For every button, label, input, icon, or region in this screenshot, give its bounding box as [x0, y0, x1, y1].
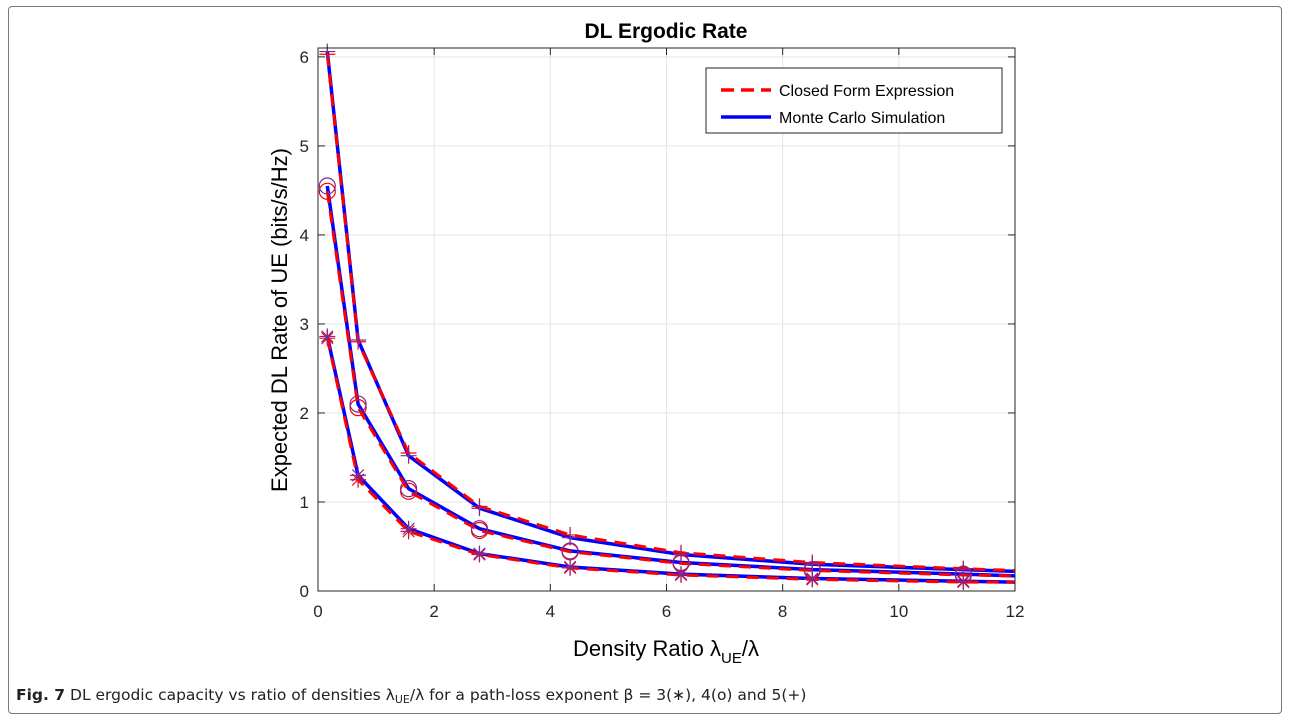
- closed-form-line-plus: [325, 54, 1016, 572]
- monte-carlo-marker-star: [400, 520, 417, 537]
- x-axis-label: Density Ratio λUE/λ: [573, 636, 759, 667]
- x-tick-label: 10: [889, 602, 908, 621]
- monte-carlo-marker-star-d2: [321, 330, 334, 343]
- monte-carlo-marker-plus: [400, 447, 417, 464]
- x-tick-label: 12: [1006, 602, 1025, 621]
- monte-carlo-marker-circle: [470, 520, 489, 538]
- monte-carlo-marker-circle: [349, 395, 367, 413]
- x-tick-label: 8: [778, 602, 787, 621]
- caption-text-after: for a path-loss exponent: [424, 686, 624, 704]
- y-tick-label: 5: [300, 137, 309, 156]
- grid: [318, 48, 1015, 591]
- closed-form-marker-circle: [349, 399, 367, 417]
- caption-ratio: /λ: [409, 686, 425, 704]
- monte-carlo-marker-star: [350, 467, 367, 484]
- x-axis-label-sub: UE: [721, 650, 742, 667]
- y-tick-label: 6: [300, 48, 309, 67]
- monte-carlo-marker-star-d2: [674, 567, 688, 581]
- monte-carlo-marker-star-d2: [473, 547, 486, 560]
- y-tick-label: 0: [300, 582, 309, 601]
- monte-carlo-marker-star: [471, 545, 488, 562]
- monte-carlo-marker-circle: [400, 480, 418, 498]
- x-tick-label: 0: [313, 602, 322, 621]
- legend: Closed Form Expression Monte Carlo Simul…: [705, 67, 1003, 134]
- y-tick-label: 3: [300, 315, 309, 334]
- monte-carlo-marker-star-d2: [563, 560, 577, 574]
- y-axis-label: Expected DL Rate of UE (bits/s/Hz): [267, 148, 292, 492]
- monte-carlo-marker-star-d2: [957, 575, 970, 588]
- y-tick-label: 1: [300, 493, 309, 512]
- monte-carlo-marker-star-d2: [806, 572, 819, 585]
- monte-carlo-marker-plus: [350, 331, 367, 348]
- y-tick-label: 2: [300, 404, 309, 423]
- x-tick-label: 6: [662, 602, 671, 621]
- x-axis-label-main: Density Ratio λ: [573, 636, 721, 661]
- monte-carlo-marker-star: [319, 328, 336, 345]
- legend-item-monte-carlo: Monte Carlo Simulation: [779, 110, 945, 127]
- monte-carlo-marker-star: [673, 566, 690, 583]
- markers: [318, 43, 972, 591]
- caption-label: Fig. 7: [16, 686, 66, 704]
- caption-lambda: λ: [385, 686, 395, 704]
- monte-carlo-marker-plus: [319, 43, 336, 60]
- caption-beta: β = 3(∗), 4(o) and 5(+): [623, 686, 807, 704]
- x-axis-label-tail: /λ: [742, 636, 759, 661]
- legend-box: [705, 67, 1003, 134]
- x-tick-label: 4: [546, 602, 555, 621]
- monte-carlo-marker-star: [562, 558, 579, 575]
- monte-carlo-marker-circle: [561, 542, 579, 560]
- chart-title: DL Ergodic Rate: [585, 20, 748, 43]
- figure-frame: [8, 6, 1282, 714]
- closed-form-line-circle: [325, 191, 1016, 578]
- caption-lambda-sub: UE: [394, 693, 410, 706]
- y-tick-label: 4: [300, 226, 309, 245]
- x-tick-label: 2: [429, 602, 438, 621]
- monte-carlo-marker-circle: [318, 177, 336, 195]
- monte-carlo-marker-star-d2: [351, 469, 365, 482]
- monte-carlo-marker-plus: [471, 500, 488, 517]
- monte-carlo-marker-star-d2: [402, 522, 415, 535]
- monte-carlo-marker-star: [955, 573, 972, 590]
- caption-text-before: DL ergodic capacity vs ratio of densitie…: [70, 686, 386, 704]
- closed-form-marker-circle: [318, 182, 336, 200]
- monte-carlo-marker-star: [804, 570, 821, 587]
- legend-item-closed-form: Closed Form Expression: [779, 83, 954, 100]
- figure-caption: Fig. 7 DL ergodic capacity vs ratio of d…: [16, 686, 806, 706]
